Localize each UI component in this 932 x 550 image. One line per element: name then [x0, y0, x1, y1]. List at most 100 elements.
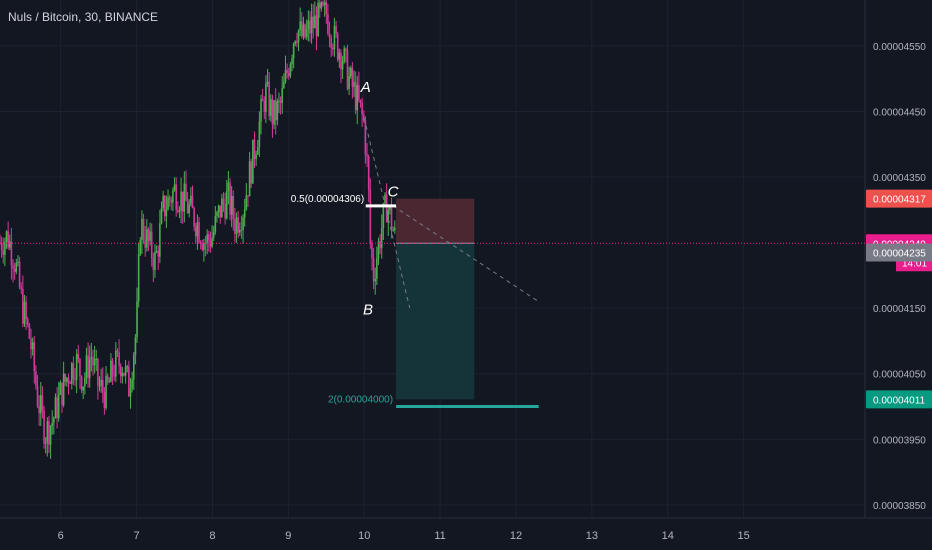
target-price-tag-bg: [866, 390, 932, 409]
candle-body: [95, 358, 98, 360]
time-tick-label: 10: [358, 530, 370, 542]
candle-body: [328, 33, 331, 38]
candle-body: [294, 41, 297, 44]
candle-body: [177, 210, 179, 212]
candle-body: [376, 258, 378, 279]
candle-body: [235, 217, 238, 234]
candle-body: [131, 379, 133, 389]
candle-body: [134, 337, 137, 356]
candle-body: [152, 258, 155, 271]
candle-body: [154, 252, 156, 271]
candle-body: [105, 375, 107, 409]
time-tick-label: 13: [586, 530, 598, 542]
candle-body: [356, 85, 359, 111]
candle-body: [190, 195, 192, 205]
stop-loss-zone[interactable]: [396, 198, 475, 244]
candle-body: [54, 397, 57, 419]
candle-body: [144, 239, 146, 248]
candle-body: [84, 377, 86, 387]
price-tick-label: 0.00003950: [873, 435, 926, 446]
candle-body: [172, 190, 174, 203]
candle-body: [314, 15, 316, 29]
candle-body: [44, 442, 47, 444]
candle-body: [139, 239, 142, 255]
candle-body: [222, 198, 225, 204]
candle-body: [10, 241, 13, 266]
candle-body: [302, 24, 305, 37]
candle-body: [243, 209, 246, 218]
candle-body: [384, 194, 386, 204]
candle-body: [7, 231, 9, 248]
candle-body: [23, 301, 26, 324]
candle-body: [354, 82, 357, 111]
candle-body: [312, 16, 315, 29]
candle-body: [266, 81, 269, 84]
candle-body: [20, 287, 23, 289]
candle-body: [100, 379, 102, 386]
candle-body: [392, 230, 394, 232]
candle-body: [165, 209, 168, 217]
candle-body: [297, 30, 300, 43]
candle-body: [74, 378, 76, 380]
candle-body: [330, 37, 332, 48]
candle-body: [278, 100, 280, 102]
candle-body: [157, 250, 160, 257]
projection-line-c: [392, 205, 540, 303]
time-tick-label: 14: [662, 530, 674, 542]
candle-body: [221, 198, 223, 218]
candle-body: [85, 355, 88, 378]
candle-body: [198, 222, 200, 243]
candle-body: [18, 261, 21, 288]
candle-body: [75, 354, 78, 380]
candle-body: [281, 88, 284, 103]
candle-body: [123, 372, 125, 376]
candle-body: [35, 371, 37, 386]
price-tick-label: 0.00004350: [873, 173, 926, 184]
candle-body: [26, 318, 29, 325]
candle-body: [390, 206, 393, 231]
entry-price-tag-bg: [866, 243, 932, 262]
candle-body: [253, 139, 256, 160]
candle-body: [325, 2, 328, 15]
candle-body: [335, 25, 337, 34]
candle-body: [92, 356, 94, 366]
time-tick-label: 6: [58, 530, 64, 542]
candle-body: [41, 395, 44, 411]
candle-body: [2, 250, 5, 255]
candle-body: [263, 100, 266, 112]
candle-body: [126, 366, 129, 368]
candle-body: [149, 231, 151, 241]
candle-body: [252, 139, 254, 184]
candle-body: [359, 99, 362, 103]
candle-body: [270, 99, 272, 116]
candle-body: [72, 363, 75, 379]
candle-body: [225, 190, 228, 219]
candle-body: [239, 229, 241, 233]
candle-body: [245, 195, 248, 210]
candle-body: [211, 237, 213, 247]
candle-body: [208, 234, 210, 241]
candle-body: [98, 385, 101, 387]
candle-body: [232, 195, 235, 220]
candle-body: [336, 33, 339, 60]
candle-body: [346, 50, 349, 89]
candle-body: [87, 355, 89, 378]
candle-body: [353, 82, 355, 87]
candle-body: [377, 241, 380, 259]
candle-body: [77, 354, 80, 360]
candle-body: [193, 208, 195, 227]
countdown-tag-text: 14:01: [902, 258, 927, 269]
stop-price-tag-bg: [866, 189, 932, 208]
candle-body: [13, 268, 16, 272]
candle-body: [261, 99, 264, 101]
candle-body: [137, 254, 140, 302]
target-level-label: 2(0.00004000): [328, 395, 393, 406]
candle-body: [362, 114, 365, 121]
candle-body: [310, 16, 313, 34]
candle-body: [351, 67, 354, 87]
candle-body: [338, 52, 341, 60]
candle-body: [274, 100, 277, 121]
take-profit-zone[interactable]: [396, 243, 475, 400]
